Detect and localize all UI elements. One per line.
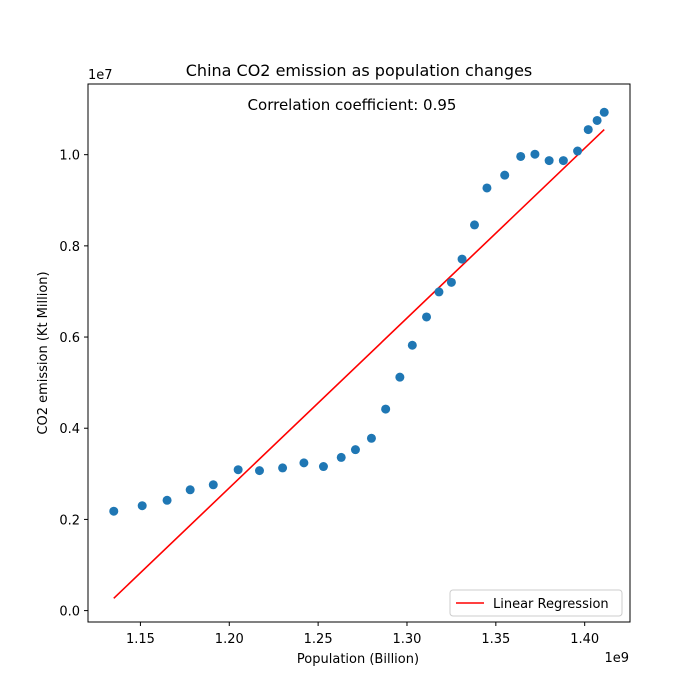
regression-line xyxy=(113,129,605,599)
scatter-point xyxy=(318,462,328,472)
x-tick-label: 1.35 xyxy=(481,632,510,647)
scatter-point xyxy=(381,404,391,414)
scatter-point xyxy=(350,445,360,455)
x-axis-ticks: 1.15 1.20 1.25 1.30 1.35 1.40 xyxy=(126,622,599,647)
legend-box xyxy=(449,589,623,617)
scatter-point xyxy=(208,480,218,490)
x-tick-label: 1.40 xyxy=(570,632,599,647)
x-tick-label: 1.30 xyxy=(393,632,422,647)
scatter-point xyxy=(137,501,147,511)
scatter-point xyxy=(299,458,309,468)
scatter-point xyxy=(185,485,195,495)
scatter-point xyxy=(583,125,593,135)
scatter-point xyxy=(109,506,119,516)
legend: Linear Regression xyxy=(449,589,623,617)
y-tick-label: 1.0 xyxy=(59,149,80,164)
scatter-point xyxy=(407,340,417,350)
x-tick-label: 1.20 xyxy=(215,632,244,647)
scatter-point xyxy=(422,312,432,322)
scatter-point xyxy=(366,433,376,443)
y-tick-label: 0.0 xyxy=(59,605,80,620)
chart-title: China CO2 emission as population changes xyxy=(186,61,533,80)
scatter-point xyxy=(500,170,510,180)
scatter-point xyxy=(446,277,456,287)
scatter-point xyxy=(470,220,480,230)
y-tick-label: 0.6 xyxy=(59,331,80,346)
x-axis-offset-text: 1e9 xyxy=(604,651,629,666)
legend-regression-label: Linear Regression xyxy=(493,597,609,612)
scatter-point xyxy=(482,183,492,193)
x-tick-label: 1.15 xyxy=(126,632,155,647)
y-tick-label: 0.4 xyxy=(59,422,80,437)
scatter-point xyxy=(457,254,467,264)
scatter-point xyxy=(233,465,243,475)
scatter-point xyxy=(434,287,444,297)
y-axis-offset-text: 1e7 xyxy=(88,68,113,83)
scatter-point xyxy=(544,156,554,166)
scatter-point xyxy=(530,149,540,159)
scatter-point xyxy=(395,372,405,382)
scatter-point xyxy=(592,115,602,125)
scatter-point xyxy=(278,463,288,473)
y-tick-label: 0.2 xyxy=(59,513,80,528)
y-axis-ticks: 0.0 0.2 0.4 0.6 0.8 1.0 xyxy=(59,149,88,620)
x-tick-label: 1.25 xyxy=(304,632,333,647)
y-axis-label: CO2 emission (Kt Million) xyxy=(36,271,51,434)
scatter-point xyxy=(599,107,609,117)
x-axis-label: Population (Billion) xyxy=(297,652,419,667)
correlation-annotation: Correlation coefficient: 0.95 xyxy=(248,96,457,114)
scatter-point xyxy=(336,452,346,462)
plot-frame xyxy=(87,83,631,623)
scatter-point xyxy=(558,156,568,166)
scatter-point xyxy=(162,495,172,505)
scatter-point xyxy=(254,466,264,476)
scatter-point xyxy=(516,151,526,161)
scatter-point xyxy=(573,146,583,156)
plot-marks xyxy=(109,107,609,599)
y-tick-label: 0.8 xyxy=(59,240,80,255)
